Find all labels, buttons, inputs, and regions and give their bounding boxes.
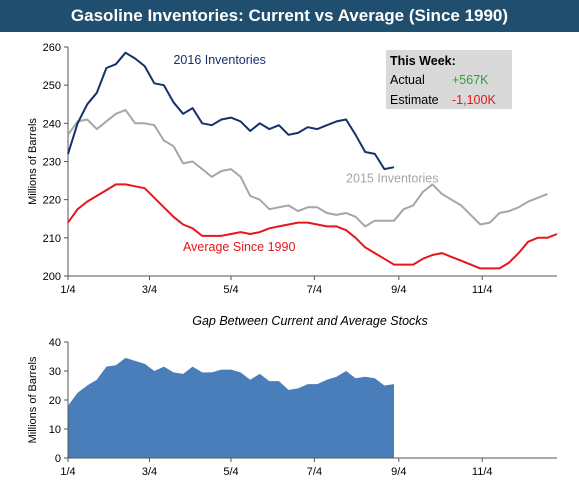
this-week-row-value: -1,100K [452, 93, 496, 107]
this-week-row-label: Estimate [390, 93, 439, 107]
y-tick-label: 230 [43, 157, 61, 169]
series-line-average-since-1990 [67, 183, 558, 270]
gap-area [68, 357, 394, 458]
gap-chart-title: Gap Between Current and Average Stocks [192, 314, 428, 328]
y-axis-label: Millions of Barrels [27, 118, 39, 205]
this-week-row-value: +567K [452, 73, 489, 87]
gap-chart: Gap Between Current and Average Stocks01… [27, 314, 557, 478]
series-label: 2015 Inventories [346, 171, 438, 185]
series-line-2015-inventories [67, 109, 548, 228]
gap-y-tick-label: 30 [49, 366, 61, 378]
y-tick-label: 210 [43, 233, 61, 245]
gap-x-tick-label: 9/4 [391, 466, 406, 478]
y-tick-label: 200 [43, 271, 61, 283]
gap-x-tick-label: 7/4 [307, 466, 322, 478]
y-tick-label: 240 [43, 118, 61, 130]
y-tick-label: 250 [43, 80, 61, 92]
x-tick-label: 9/4 [391, 284, 406, 296]
x-tick-label: 11/4 [472, 284, 493, 296]
y-tick-label: 220 [43, 195, 61, 207]
this-week-box-bg [386, 50, 512, 109]
gap-x-tick-label: 11/4 [472, 466, 493, 478]
x-tick-label: 7/4 [307, 284, 322, 296]
this-week-heading: This Week: [390, 54, 456, 68]
gap-y-tick-label: 40 [49, 337, 61, 349]
gap-y-tick-label: 10 [49, 424, 61, 436]
this-week-box: This Week: Actual +567K Estimate -1,100K [386, 50, 512, 109]
gap-x-tick-label: 1/4 [60, 466, 75, 478]
x-tick-label: 3/4 [142, 284, 157, 296]
gap-y-tick-label: 20 [49, 395, 61, 407]
y-tick-label: 260 [43, 42, 61, 54]
this-week-row-label: Actual [390, 73, 425, 87]
x-tick-label: 5/4 [223, 284, 238, 296]
series-label: 2016 Inventories [173, 53, 265, 67]
gap-x-tick-label: 3/4 [142, 466, 157, 478]
gap-y-tick-label: 0 [55, 453, 61, 465]
series-line-2016-inventories [67, 51, 395, 171]
series-label: Average Since 1990 [183, 240, 295, 254]
x-tick-label: 1/4 [60, 284, 75, 296]
chart-title: Gasoline Inventories: Current vs Average… [0, 0, 579, 32]
inventories-chart: 200 210 220 230 240 250 260 1/4 3/4 5/4 7/4 9/4 11/4… [27, 42, 558, 296]
gap-y-axis-label: Millions of Barrels [27, 356, 39, 443]
gap-x-tick-label: 5/4 [223, 466, 238, 478]
